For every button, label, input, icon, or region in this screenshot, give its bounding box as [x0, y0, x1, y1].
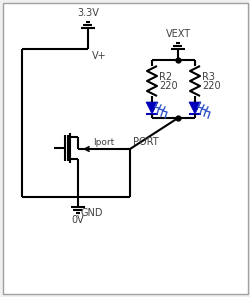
Text: VEXT: VEXT [165, 29, 190, 39]
Text: GND: GND [81, 208, 103, 218]
FancyBboxPatch shape [3, 3, 247, 294]
Text: 0V: 0V [71, 215, 84, 225]
Text: PORT: PORT [132, 137, 158, 147]
Text: Iport: Iport [93, 138, 114, 147]
Polygon shape [188, 102, 200, 114]
Polygon shape [146, 102, 157, 114]
Text: 220: 220 [201, 81, 220, 91]
Text: R2: R2 [158, 72, 172, 82]
Text: R3: R3 [201, 72, 214, 82]
Text: V+: V+ [92, 51, 106, 61]
Text: 3.3V: 3.3V [77, 8, 98, 18]
Text: 220: 220 [158, 81, 177, 91]
